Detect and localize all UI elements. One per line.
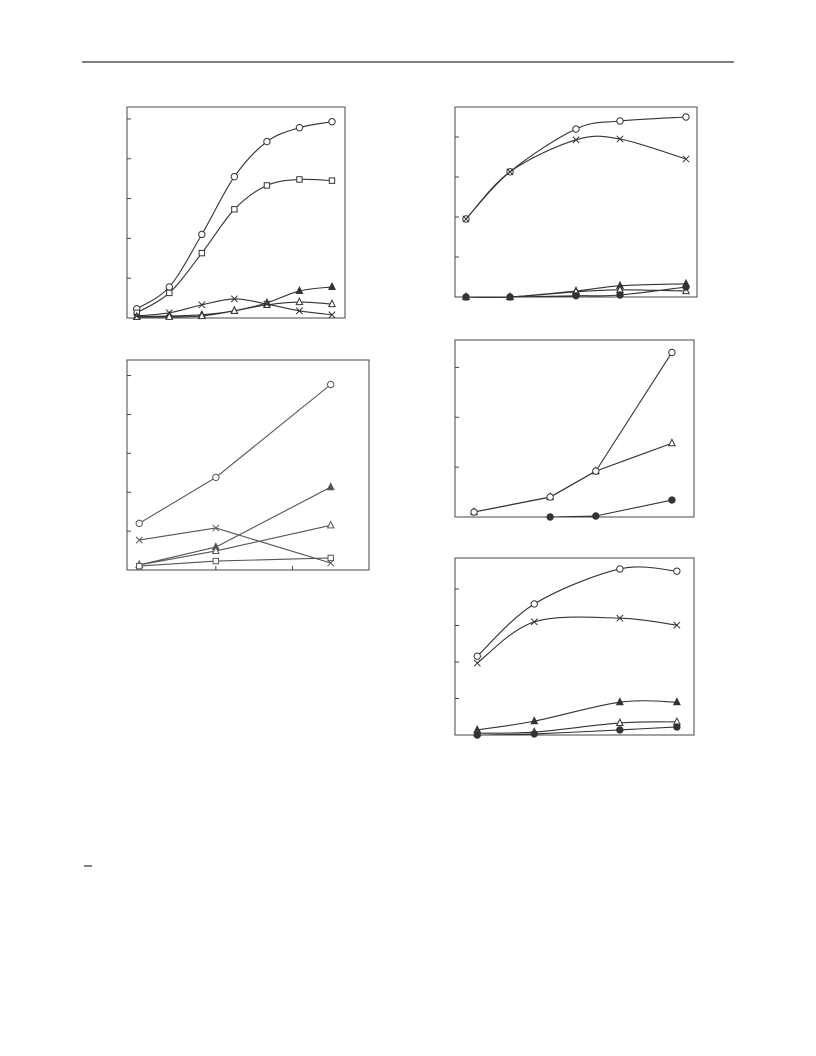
series-line xyxy=(473,352,673,513)
marker xyxy=(462,215,470,223)
plot-frame xyxy=(454,106,698,298)
marker xyxy=(470,508,478,516)
marker xyxy=(506,293,514,301)
marker xyxy=(198,249,206,257)
marker xyxy=(263,137,271,146)
marker xyxy=(295,297,304,306)
marker xyxy=(615,718,624,727)
marker xyxy=(682,283,690,291)
marker xyxy=(212,524,220,532)
marker xyxy=(166,289,173,297)
marker xyxy=(326,482,335,491)
marker xyxy=(546,493,554,501)
marker xyxy=(326,520,335,529)
marker xyxy=(616,565,624,573)
plot-frame xyxy=(454,339,695,518)
marker xyxy=(673,621,681,629)
marker xyxy=(667,438,676,447)
marker xyxy=(327,282,336,291)
marker xyxy=(673,723,681,731)
marker xyxy=(230,295,238,303)
marker xyxy=(135,519,143,528)
marker xyxy=(327,380,335,389)
marker xyxy=(592,512,600,520)
marker xyxy=(572,136,580,144)
series-line xyxy=(550,499,673,518)
series-line xyxy=(139,486,331,566)
marker xyxy=(136,562,143,570)
marker xyxy=(327,554,334,562)
marker xyxy=(473,652,481,660)
marker xyxy=(133,312,141,320)
marker xyxy=(295,286,304,295)
marker xyxy=(197,311,206,320)
plot-frame xyxy=(126,359,370,571)
marker xyxy=(296,176,303,183)
marker xyxy=(295,124,304,132)
marker xyxy=(668,496,676,504)
marker xyxy=(592,467,600,475)
marker xyxy=(673,567,681,575)
marker xyxy=(572,125,580,133)
marker xyxy=(530,730,538,738)
marker xyxy=(198,301,206,309)
marker xyxy=(198,230,206,239)
marker xyxy=(263,182,271,189)
marker xyxy=(165,283,173,291)
marker xyxy=(462,293,470,301)
marker xyxy=(165,311,174,320)
marker xyxy=(230,305,239,314)
marker xyxy=(328,118,336,126)
marker xyxy=(506,168,514,176)
marker xyxy=(328,177,336,184)
marker xyxy=(682,113,690,121)
series-line xyxy=(465,135,687,220)
marker xyxy=(615,697,624,706)
plot-frame xyxy=(454,557,695,736)
series-line xyxy=(477,721,677,734)
plot-frame xyxy=(126,106,346,319)
marker xyxy=(616,726,624,734)
marker xyxy=(230,172,239,181)
marker xyxy=(165,309,173,317)
marker xyxy=(682,155,690,163)
marker xyxy=(616,135,624,143)
marker xyxy=(473,731,481,739)
marker xyxy=(616,614,624,622)
marker xyxy=(328,311,336,319)
marker xyxy=(672,697,681,706)
marker xyxy=(231,206,238,213)
marker xyxy=(530,618,538,626)
marker xyxy=(473,659,481,667)
series-line xyxy=(476,566,677,657)
marker xyxy=(546,513,554,521)
marker xyxy=(211,546,220,555)
series-line xyxy=(473,442,673,513)
marker xyxy=(616,117,624,125)
marker xyxy=(212,557,220,565)
marker xyxy=(295,307,304,315)
marker xyxy=(572,292,580,300)
series-line xyxy=(136,121,333,310)
marker xyxy=(135,536,143,544)
series-line xyxy=(476,616,677,664)
marker xyxy=(530,716,539,725)
marker xyxy=(327,299,336,308)
marker xyxy=(530,600,538,608)
marker xyxy=(616,291,624,299)
marker xyxy=(212,473,220,482)
series-line xyxy=(477,700,677,731)
marker xyxy=(668,348,676,357)
series-line xyxy=(477,726,677,736)
marker xyxy=(263,300,271,308)
